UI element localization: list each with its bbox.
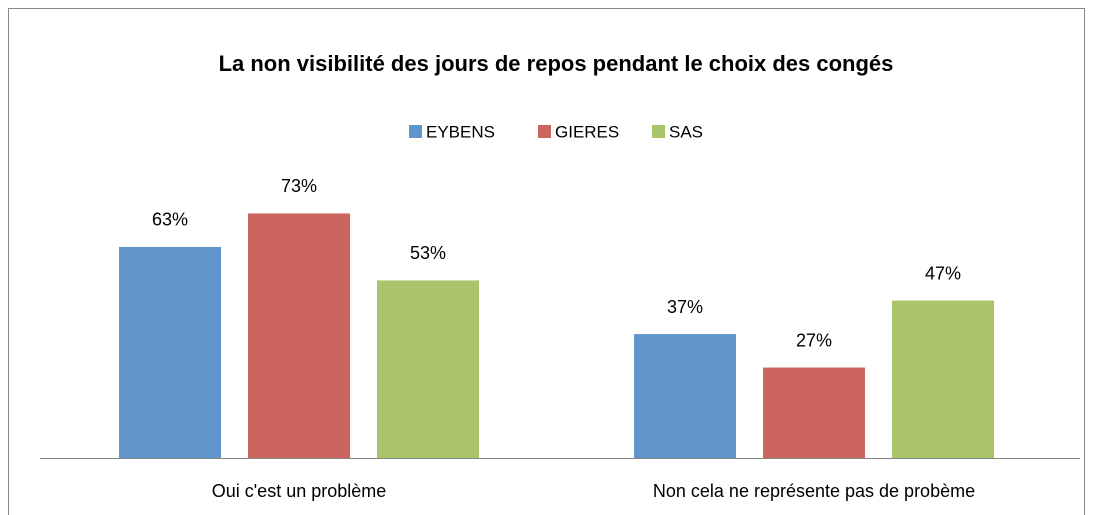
bar [377, 280, 479, 458]
legend-swatch [409, 125, 422, 138]
legend-label: GIERES [555, 122, 619, 141]
legend-label: SAS [669, 122, 703, 141]
x-tick-label: Non cela ne représente pas de probème [653, 481, 975, 501]
legend-swatch [652, 125, 665, 138]
value-label: 47% [925, 263, 961, 283]
bar [248, 213, 350, 458]
legend-label: EYBENS [426, 122, 495, 141]
value-label: 73% [281, 176, 317, 196]
chart-title: La non visibilité des jours de repos pen… [219, 51, 894, 76]
bar [892, 300, 994, 458]
value-label: 27% [796, 330, 832, 350]
bar [634, 334, 736, 458]
value-label: 37% [667, 297, 703, 317]
bar [763, 367, 865, 458]
legend-swatch [538, 125, 551, 138]
bar [119, 246, 221, 458]
x-tick-label: Oui c'est un problème [212, 481, 387, 501]
value-label: 63% [152, 210, 188, 230]
value-label: 53% [410, 243, 446, 263]
